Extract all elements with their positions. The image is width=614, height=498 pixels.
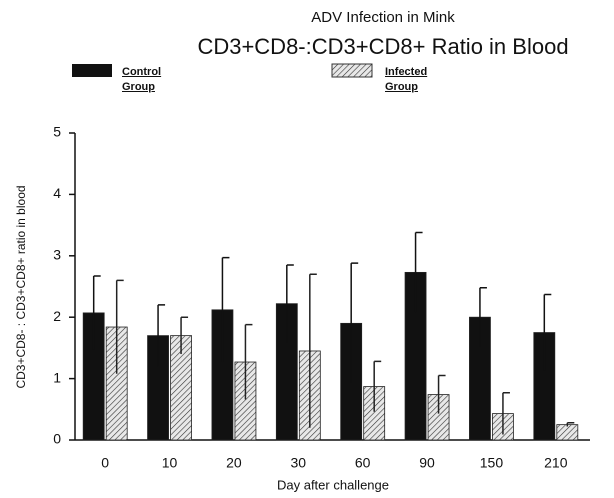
x-tick-label: 150 [480, 455, 504, 471]
bar [556, 424, 579, 441]
error-bar [566, 422, 575, 427]
y-tick-label: 4 [53, 185, 61, 201]
x-tick-label: 30 [291, 455, 307, 471]
chart-subtitle: CD3+CD8-:CD3+CD8+ Ratio in Blood [197, 34, 568, 59]
y-axis-label: CD3+CD8- : CD3+CD8+ ratio in blood [14, 185, 28, 388]
x-tick-label: 20 [226, 455, 242, 471]
y-tick-label: 5 [53, 124, 61, 140]
x-tick-label: 60 [355, 455, 371, 471]
y-tick-label: 3 [53, 247, 61, 263]
error-bar [414, 231, 423, 313]
y-tick-label: 0 [53, 431, 61, 447]
legend-swatch [331, 63, 373, 78]
error-bar [157, 304, 166, 367]
error-bar [244, 323, 253, 400]
error-bar [437, 374, 446, 414]
x-tick-label: 10 [162, 455, 178, 471]
chart-title: ADV Infection in Mink [311, 9, 455, 26]
error-bar [286, 264, 294, 343]
error-bar [502, 391, 510, 435]
x-axis-label: Day after challenge [277, 477, 389, 492]
legend-label: Control Group [122, 66, 162, 93]
legend-label: Infected Group [385, 66, 428, 93]
x-tick-label: 210 [544, 455, 568, 471]
error-bar [180, 316, 189, 355]
legend-swatch [72, 64, 112, 77]
error-bar [543, 293, 552, 371]
error-bar [350, 262, 359, 384]
y-tick-label: 2 [53, 308, 61, 324]
error-bar [309, 273, 317, 428]
error-bar [373, 360, 382, 412]
y-tick-label: 1 [53, 369, 61, 385]
x-tick-label: 90 [419, 455, 435, 471]
error-bar [115, 279, 124, 374]
x-tick-label: 0 [101, 455, 109, 471]
error-bar [479, 286, 487, 347]
error-bar [92, 275, 101, 350]
error-bar [221, 256, 230, 363]
